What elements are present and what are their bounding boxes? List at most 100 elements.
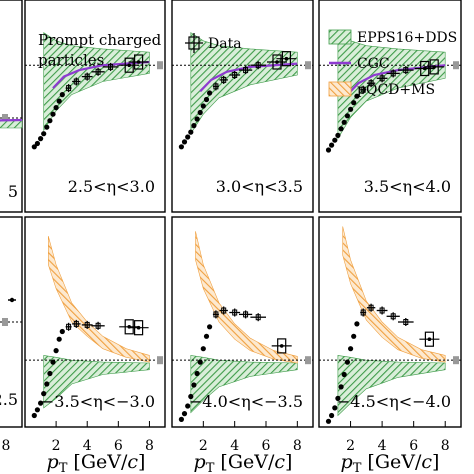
legend-label: CGC (357, 56, 390, 72)
panel-1: 2.5<η<3.0 (24, 0, 166, 213)
data-point (243, 67, 249, 74)
data-point (9, 297, 15, 303)
edge-eta-label: 5 (8, 182, 18, 201)
legend-swatch-epps (328, 29, 352, 45)
data-point (95, 68, 101, 75)
legend-label: EPPS16+DDS (357, 30, 457, 46)
data-point (379, 307, 385, 314)
data-point (279, 344, 284, 348)
data-point (31, 412, 37, 419)
data-point (50, 111, 56, 117)
axis-labels: pT [GeV/c] 5 2.5 8 Prompt charged particles p… (0, 31, 439, 474)
data-point (191, 382, 197, 388)
legend-data-box (188, 36, 200, 50)
cgc-line (346, 64, 446, 96)
data-point (200, 103, 206, 109)
x-axis-title-1: pT [GeV/c] (47, 451, 146, 474)
legend-item-2: CGC (329, 56, 390, 72)
data-point (344, 113, 350, 119)
x-tick-label: 2 (52, 438, 61, 454)
x-tick-label: 8 (293, 438, 302, 454)
x-tick-label: 8 (145, 438, 154, 454)
data-point (34, 407, 41, 413)
pqcd-band (48, 236, 150, 363)
data-point (390, 70, 396, 77)
x-tick-label: 4 (83, 438, 92, 454)
norm-box (453, 61, 459, 70)
data-syst-box (124, 57, 134, 73)
data-syst-box (429, 59, 439, 75)
x-tick-label: 2 (199, 438, 208, 454)
data-point (66, 85, 72, 92)
data-point (38, 136, 44, 142)
panel-5: −4.0<η<−3.5 2 4 6 8 (171, 216, 314, 454)
data-point (325, 147, 332, 153)
legend-label: pQCD+MS (357, 82, 435, 98)
data-syst-box (281, 51, 291, 67)
norm-box (157, 356, 163, 365)
data-point (203, 333, 210, 339)
annotation-line-1: Prompt charged (38, 31, 162, 49)
data-point (284, 56, 289, 61)
x-tick-label: 6 (409, 438, 418, 454)
data-point (136, 325, 141, 330)
x-tick-label: 6 (262, 438, 271, 454)
data-point (335, 132, 341, 138)
epps-band (190, 32, 298, 135)
data-point (59, 328, 65, 335)
eta-range-label: −4.5<η<−4.0 (337, 392, 451, 411)
data-point (351, 333, 357, 339)
panel-6: −4.5<η<−4.0 2 4 6 8 (318, 216, 462, 454)
data-point (185, 403, 191, 409)
data-point (73, 320, 79, 327)
data-point (432, 65, 437, 69)
data-syst-box (424, 331, 434, 347)
data-point (136, 60, 141, 64)
data-point (188, 393, 194, 400)
x-tick-label: 8 (2, 438, 11, 454)
data-point (95, 322, 101, 329)
data-point (221, 307, 227, 314)
data-point (44, 381, 50, 387)
data-syst-box (420, 60, 430, 77)
data-point (84, 73, 90, 80)
data-point (354, 321, 360, 327)
annotation-line-2: particles (38, 51, 104, 69)
data-point (84, 321, 90, 328)
edge-panel (0, 0, 23, 213)
edge-panel (0, 216, 23, 428)
data-point (341, 371, 347, 378)
data-point (255, 62, 261, 69)
data-point (197, 109, 203, 116)
x-tick-label: 2 (346, 438, 355, 454)
x-tick-label: 4 (230, 438, 239, 454)
data-point (181, 139, 188, 145)
data-point (188, 129, 194, 135)
data-point (44, 124, 50, 130)
data-point (232, 309, 238, 316)
x-axis-title-3: pT [GeV/c] (341, 451, 440, 474)
data-point (348, 106, 354, 112)
data-point (403, 67, 409, 74)
data-point (325, 418, 332, 424)
data-syst-box (272, 54, 282, 70)
data-point (354, 93, 360, 99)
data-point (344, 359, 350, 365)
data-syst-box (124, 319, 134, 335)
data-point (368, 304, 374, 311)
data-point (56, 336, 62, 342)
data-point (213, 311, 219, 318)
panel-2: 3.0<η<3.5 (171, 0, 314, 213)
data-point (194, 370, 200, 377)
x-axis-title-2: pT [GeV/c] (194, 451, 293, 474)
data-point (232, 72, 238, 78)
norm-box (453, 356, 459, 365)
legend-data-label: Data (208, 36, 242, 52)
data-point (390, 313, 396, 320)
eta-range-label: 3.0<η<3.5 (216, 177, 303, 196)
data-point (207, 90, 213, 96)
data-point (341, 119, 347, 125)
panel-frame (0, 0, 23, 213)
data-point (31, 144, 37, 150)
data-point (59, 92, 65, 98)
